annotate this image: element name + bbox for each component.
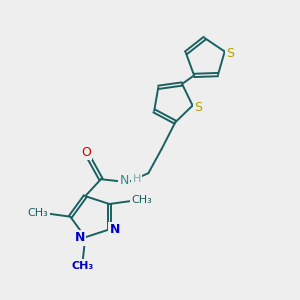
Text: CH₃: CH₃ bbox=[28, 208, 49, 218]
Text: S: S bbox=[226, 46, 234, 59]
Text: CH₃: CH₃ bbox=[131, 195, 152, 206]
Text: N: N bbox=[110, 224, 120, 236]
Text: N: N bbox=[120, 174, 129, 187]
Text: S: S bbox=[195, 100, 203, 113]
Text: H: H bbox=[133, 174, 141, 184]
Text: O: O bbox=[81, 146, 91, 159]
Text: N: N bbox=[75, 231, 85, 244]
Text: CH₃: CH₃ bbox=[72, 261, 94, 271]
